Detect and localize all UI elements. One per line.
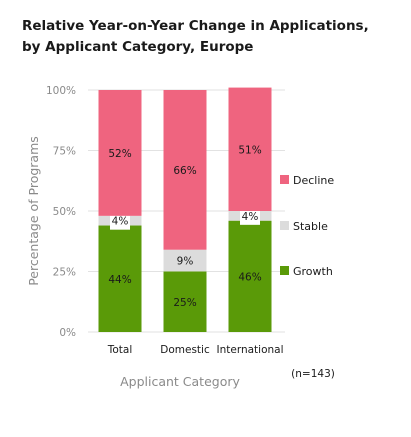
bar-segment-growth: [98, 225, 142, 332]
bar-layer: 44% 4% 52% 25% 9% 66% 46% 4% 51%: [98, 87, 272, 332]
legend-swatch-stable: [280, 221, 289, 230]
sample-size-note: (n=143): [291, 368, 335, 380]
y-tick-labels: 0% 25% 50% 75% 100%: [46, 85, 76, 339]
category-label: Domestic: [160, 344, 210, 356]
y-tick-label: 100%: [46, 85, 76, 97]
bar-segment-growth: [228, 220, 272, 332]
data-label: 44%: [108, 274, 131, 286]
bar-segment-stable: [163, 249, 207, 272]
data-label: 25%: [173, 297, 196, 309]
legend-swatch-growth: [280, 266, 289, 275]
bar-segment-decline: [228, 87, 272, 211]
bar-segment-decline: [163, 90, 207, 250]
y-tick-label: 75%: [53, 146, 76, 158]
data-label: 51%: [238, 144, 261, 156]
small-label-box: [110, 211, 130, 230]
x-axis-title: Applicant Category: [120, 374, 240, 389]
legend: Decline Stable Growth: [280, 174, 334, 278]
category-label: International: [216, 344, 283, 356]
data-label: 4%: [242, 211, 259, 223]
small-label-box: [240, 206, 260, 225]
data-label: 52%: [108, 148, 131, 160]
data-label: 46%: [238, 271, 261, 283]
chart-title: Relative Year-on-Year Change in Applicat…: [22, 16, 402, 58]
data-label: 9%: [177, 256, 194, 268]
bar-segment-growth: [163, 271, 207, 332]
data-label: 66%: [173, 165, 196, 177]
legend-label-decline: Decline: [293, 174, 334, 187]
y-tick-label: 50%: [53, 206, 76, 218]
category-labels: Total Domestic International: [107, 344, 284, 356]
y-tick-label: 25%: [53, 267, 76, 279]
bar-segment-decline: [98, 90, 142, 216]
y-axis-title: Percentage of Programs: [26, 136, 41, 286]
y-tick-label: 0%: [59, 327, 76, 339]
data-label: 4%: [112, 216, 129, 228]
category-label: Total: [107, 344, 133, 356]
legend-label-stable: Stable: [293, 220, 328, 233]
chart-title-line-1: Relative Year-on-Year Change in Applicat…: [22, 18, 369, 34]
legend-swatch-decline: [280, 175, 289, 184]
chart-title-line-2: by Applicant Category, Europe: [22, 39, 254, 55]
legend-label-growth: Growth: [293, 265, 333, 278]
